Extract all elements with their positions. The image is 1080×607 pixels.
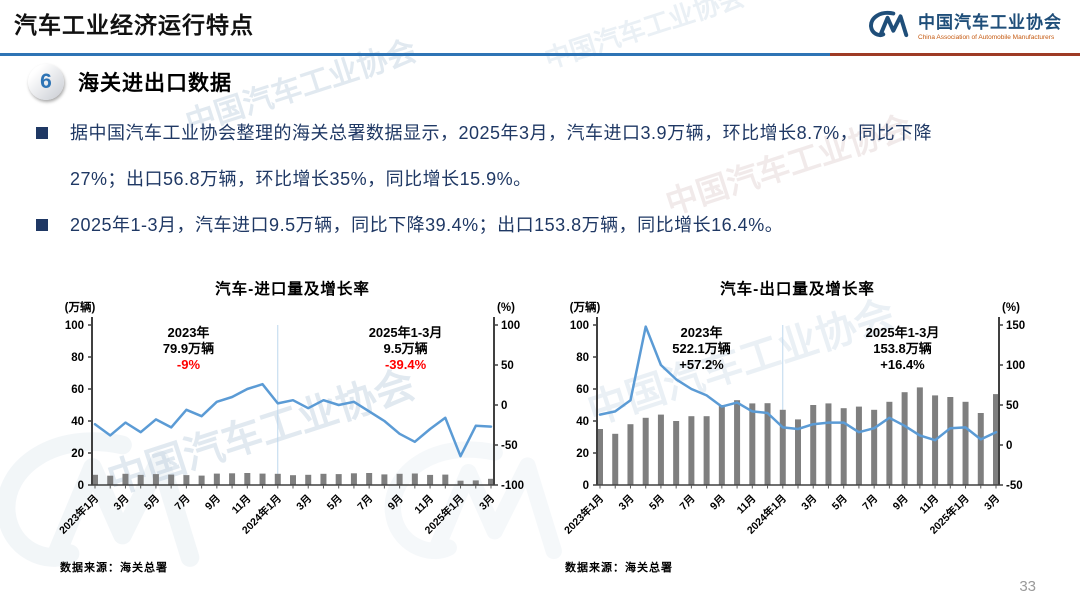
svg-text:0: 0 <box>78 480 84 492</box>
svg-text:522.1万辆: 522.1万辆 <box>672 341 731 356</box>
svg-text:150: 150 <box>1006 320 1025 332</box>
section-heading: 6 海关进出口数据 <box>28 64 232 100</box>
svg-text:2025年1-3月: 2025年1-3月 <box>369 325 443 340</box>
svg-text:5月: 5月 <box>325 493 345 513</box>
svg-text:-100: -100 <box>501 480 524 492</box>
title-divider-accent <box>830 53 1080 56</box>
svg-text:5月: 5月 <box>142 493 162 513</box>
caam-logo: 中国汽车工业协会 China Association of Automobile… <box>866 8 1062 41</box>
svg-text:7月: 7月 <box>355 493 375 513</box>
svg-text:(%): (%) <box>497 302 515 314</box>
svg-text:20: 20 <box>576 448 589 460</box>
svg-text:(%): (%) <box>1002 302 1020 314</box>
svg-text:11月: 11月 <box>735 493 759 517</box>
import-chart-canvas: 100 80 60 40 20 0 100 50 0 -50 -100 (万辆) (%) 2023年1月 3… <box>56 300 524 537</box>
svg-text:153.8万辆: 153.8万辆 <box>873 341 932 356</box>
svg-text:7月: 7月 <box>860 493 880 513</box>
svg-text:-50: -50 <box>501 440 518 452</box>
import-chart-source: 数据来源：海关总署 <box>60 562 168 574</box>
svg-text:9月: 9月 <box>386 493 406 513</box>
svg-text:2025年1-3月: 2025年1-3月 <box>866 325 940 340</box>
svg-text:2023年: 2023年 <box>168 325 210 340</box>
svg-text:2023年1月: 2023年1月 <box>56 492 101 537</box>
svg-text:80: 80 <box>576 352 589 364</box>
svg-text:-39.4%: -39.4% <box>385 357 427 372</box>
svg-text:11月: 11月 <box>917 493 941 517</box>
svg-text:60: 60 <box>71 384 84 396</box>
svg-text:-50: -50 <box>1006 480 1023 492</box>
bullet-square-icon <box>36 127 48 139</box>
svg-text:3月: 3月 <box>477 493 497 513</box>
charts-row: 汽车-进口量及增长率 100 80 60 40 20 0 100 50 0 -50 -100 (万辆)… <box>46 277 1044 575</box>
svg-text:80: 80 <box>71 352 84 364</box>
svg-text:+57.2%: +57.2% <box>679 357 724 372</box>
svg-text:3月: 3月 <box>617 493 637 513</box>
logo-name-cn: 中国汽车工业协会 <box>918 13 1062 32</box>
svg-text:7月: 7月 <box>677 493 697 513</box>
bullet-text: 据中国汽车工业协会整理的海关总署数据显示，2025年3月，汽车进口3.9万辆，环… <box>70 123 933 189</box>
svg-text:7月: 7月 <box>172 493 192 513</box>
export-chart-title: 汽车-出口量及增长率 <box>720 281 875 298</box>
svg-text:40: 40 <box>71 416 84 428</box>
svg-text:5月: 5月 <box>830 493 850 513</box>
svg-text:100: 100 <box>501 320 520 332</box>
svg-text:2023年: 2023年 <box>681 325 723 340</box>
bullet-square-icon <box>36 219 48 231</box>
svg-text:100: 100 <box>65 320 84 332</box>
svg-text:9月: 9月 <box>891 493 911 513</box>
svg-text:0: 0 <box>583 480 589 492</box>
page-number: 33 <box>1019 578 1036 595</box>
svg-text:(万辆): (万辆) <box>570 300 601 314</box>
svg-text:11月: 11月 <box>412 493 436 517</box>
svg-text:9月: 9月 <box>708 493 728 513</box>
export-chart-source: 数据来源：海关总署 <box>565 562 673 574</box>
bullet-text: 2025年1-3月，汽车进口9.5万辆，同比下降39.4%；出口153.8万辆，… <box>70 215 784 235</box>
svg-text:50: 50 <box>501 360 514 372</box>
section-number-badge: 6 <box>28 64 64 100</box>
section-title: 海关进出口数据 <box>78 72 232 95</box>
svg-text:20: 20 <box>71 448 84 460</box>
bullet-list: 据中国汽车工业协会整理的海关总署数据显示，2025年3月，汽车进口3.9万辆，环… <box>30 110 985 248</box>
svg-text:11月: 11月 <box>230 493 254 517</box>
svg-text:-9%: -9% <box>177 357 201 372</box>
svg-text:3月: 3月 <box>799 493 819 513</box>
svg-text:79.9万辆: 79.9万辆 <box>163 341 214 356</box>
svg-text:0: 0 <box>1006 440 1012 452</box>
svg-text:2023年1月: 2023年1月 <box>561 492 606 537</box>
svg-text:40: 40 <box>576 416 589 428</box>
import-chart: 汽车-进口量及增长率 100 80 60 40 20 0 100 50 0 -50 -100 (万辆)… <box>46 277 539 575</box>
svg-text:(万辆): (万辆) <box>65 300 96 314</box>
svg-text:5月: 5月 <box>647 493 667 513</box>
logo-name-en: China Association of Automobile Manufact… <box>918 34 1055 41</box>
svg-text:100: 100 <box>1006 360 1025 372</box>
svg-text:3月: 3月 <box>982 493 1002 513</box>
svg-text:3月: 3月 <box>112 493 132 513</box>
svg-text:60: 60 <box>576 384 589 396</box>
svg-text:100: 100 <box>570 320 589 332</box>
svg-text:3月: 3月 <box>294 493 314 513</box>
title-divider <box>0 53 1080 56</box>
import-chart-title: 汽车-进口量及增长率 <box>215 281 370 298</box>
svg-text:0: 0 <box>501 400 507 412</box>
svg-text:9.5万辆: 9.5万辆 <box>384 341 428 356</box>
page-title: 汽车工业经济运行特点 <box>14 12 254 38</box>
svg-text:50: 50 <box>1006 400 1019 412</box>
watermark-text: 中国汽车工业协会 <box>540 0 749 75</box>
caam-logo-icon <box>869 10 909 37</box>
bullet-item-2: 2025年1-3月，汽车进口9.5万辆，同比下降39.4%；出口153.8万辆，… <box>30 202 985 248</box>
export-chart: 汽车-出口量及增长率 100 80 60 40 20 0 150 100 50 0 -50 (万辆)(… <box>551 277 1044 575</box>
svg-text:9月: 9月 <box>203 493 223 513</box>
svg-text:+16.4%: +16.4% <box>880 357 925 372</box>
bullet-item-1: 据中国汽车工业协会整理的海关总署数据显示，2025年3月，汽车进口3.9万辆，环… <box>30 110 985 202</box>
